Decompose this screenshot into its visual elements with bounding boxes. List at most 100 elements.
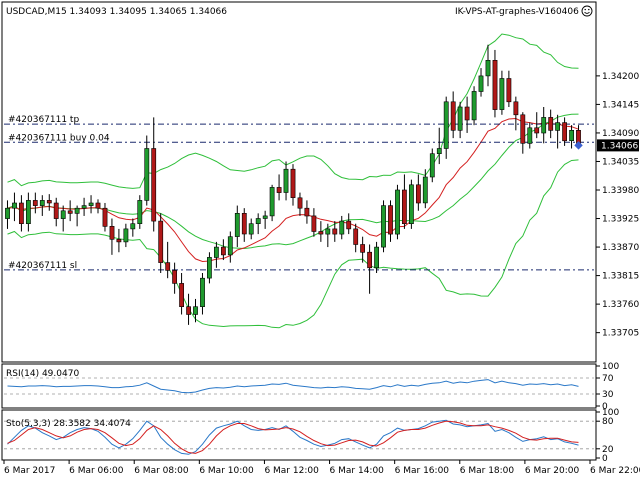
candle-body (102, 207, 108, 227)
trade-levels: #420367111 tp #420367111 buy 0.04 #4203671… (4, 115, 594, 271)
candle-body (457, 106, 463, 131)
candle-body (67, 210, 73, 214)
rsi-line (7, 379, 579, 394)
candle-body (137, 200, 143, 224)
candle-body (227, 236, 233, 256)
bollinger-upper-line (7, 33, 579, 189)
candle-body (464, 106, 470, 121)
candle-body (95, 202, 101, 209)
trade-level-label: #420367111 buy 0.04 (8, 133, 110, 143)
candle-body (422, 176, 428, 204)
price-axis: 1.34200 1.34145 1.34090 1.34035 1.33980 1.339… (596, 72, 639, 339)
main-chart-frame (1, 1, 597, 363)
candle-body (130, 223, 136, 230)
candle-body (46, 200, 52, 204)
candle-body (283, 168, 289, 193)
candle-body (569, 130, 574, 142)
candle-body (548, 117, 554, 131)
symbol-info: USDCAD,M15 1.34093 1.34095 1.34065 1.340… (6, 7, 227, 17)
price-tick-label: 1.33980 (602, 186, 639, 196)
time-tick-label: 6 Mar 14:00 (330, 466, 385, 476)
rsi-pane: 100 70 30 0 (4, 362, 619, 412)
candle-body (269, 187, 275, 217)
price-tick-label: 1.33760 (602, 300, 639, 310)
time-tick-label: 6 Mar 12:00 (264, 466, 319, 476)
candle-body (193, 306, 198, 315)
candle-body (485, 59, 491, 77)
bollinger-lower-line (7, 159, 579, 329)
candle-body (60, 210, 66, 219)
rsi-pane-frame (1, 363, 597, 409)
stochastic-main-line (7, 419, 579, 455)
candle-body (332, 228, 338, 235)
candle-body (346, 220, 352, 230)
candle-body (123, 228, 129, 243)
candle-body (248, 223, 254, 235)
candle-body (151, 148, 157, 222)
candle-body (311, 215, 317, 232)
candle-body (32, 200, 38, 206)
candle-body (53, 202, 59, 219)
candle-body (25, 200, 31, 224)
candle-body (39, 200, 45, 206)
current-price-marker: 1.34066 (574, 139, 639, 152)
candle-body (74, 207, 80, 214)
trade-level-label: #420367111 sl (8, 261, 77, 271)
candle-body (5, 207, 10, 219)
candle-body (276, 187, 282, 193)
candle-body (304, 207, 310, 217)
stochastic-pane-frame (1, 409, 597, 461)
indicator-tick-label: 100 (602, 362, 619, 372)
candle-body (158, 220, 164, 263)
current-price-label: 1.34066 (601, 141, 638, 151)
candle-body (241, 213, 247, 235)
candle-body (290, 168, 296, 198)
time-tick-label: 6 Mar 22:00 (590, 466, 640, 476)
price-tick-label: 1.33870 (602, 243, 639, 253)
candle-body (339, 220, 345, 235)
trade-level-label: #420367111 tp (8, 115, 79, 125)
time-tick-label: 6 Mar 08:00 (134, 466, 189, 476)
candle-body (179, 283, 184, 307)
candle-body (207, 257, 212, 279)
price-tick-label: 1.33925 (602, 215, 639, 225)
candle-body (360, 244, 365, 253)
indicator-tick-label: 20 (602, 445, 614, 455)
candle-body (214, 246, 219, 258)
candle-body (562, 122, 567, 142)
candle-body (415, 184, 421, 204)
candle-body (499, 78, 505, 110)
indicator-tick-label: 0 (602, 402, 608, 412)
smiley-icon (581, 5, 593, 17)
candle-body (367, 251, 372, 269)
rsi-label: RSI(14) 49.0470 (6, 369, 79, 379)
candle-body (395, 189, 400, 235)
candle-body (471, 91, 477, 121)
time-tick-label: 6 Mar 16:00 (395, 466, 450, 476)
candle-body (401, 189, 407, 225)
stochastic-label: Sto(5,3,3) 28.3582 34.4074 (6, 419, 131, 429)
candle-body (200, 277, 205, 308)
candle-body (172, 270, 177, 284)
time-tick-label: 6 Mar 10:00 (199, 466, 254, 476)
candle-body (388, 205, 393, 235)
candle-body (443, 101, 449, 149)
candle-body (450, 101, 456, 131)
current-price-box (597, 139, 639, 152)
candle-body (186, 306, 191, 315)
candle-body (527, 127, 533, 144)
time-tick-label: 6 Mar 2017 (4, 466, 55, 476)
indicator-tick-label: 70 (602, 374, 614, 384)
candle-body (318, 231, 324, 235)
candle-body (325, 228, 331, 235)
candle-body (262, 215, 268, 219)
stochastic-signal-line (7, 420, 579, 454)
candle-body (88, 202, 94, 206)
candle-body (255, 218, 261, 224)
price-tick-label: 1.33705 (602, 329, 639, 339)
candle-body (144, 148, 150, 201)
candles (5, 44, 581, 325)
candle-body (408, 184, 414, 225)
